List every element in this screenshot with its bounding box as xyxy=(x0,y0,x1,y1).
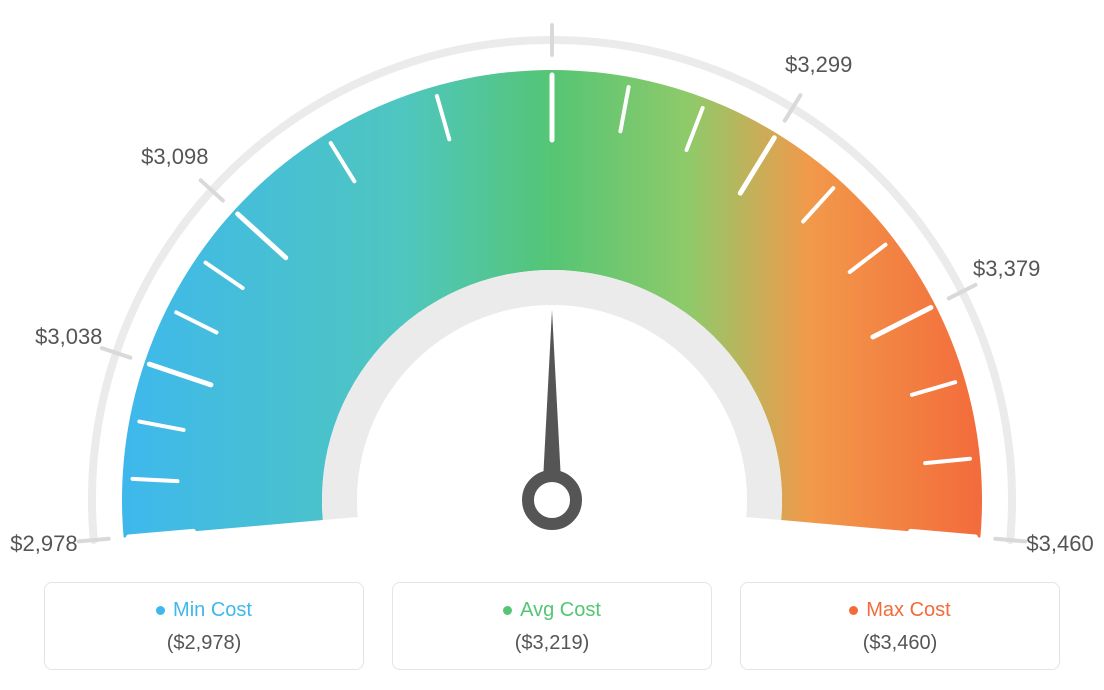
legend-value-avg: ($3,219) xyxy=(393,632,711,655)
gauge-area: $2,978 $3,038 $3,098 $3,219 $3,299 $3,379 $3,4… xyxy=(0,0,1104,560)
legend-dot-max xyxy=(849,606,858,615)
legend-value-min: ($2,978) xyxy=(45,632,363,655)
legend-card-max: Max Cost ($3,460) xyxy=(740,582,1060,670)
legend-card-avg: Avg Cost ($3,219) xyxy=(392,582,712,670)
legend-title-max: Max Cost xyxy=(849,599,950,622)
tick-label: $3,299 xyxy=(785,52,852,78)
legend-label-max: Max Cost xyxy=(866,599,950,622)
legend-dot-avg xyxy=(503,606,512,615)
tick-label: $3,038 xyxy=(35,324,102,350)
gauge-svg xyxy=(0,0,1104,560)
legend-label-avg: Avg Cost xyxy=(520,599,601,622)
tick-label: $3,379 xyxy=(973,256,1040,282)
tick-label: $3,460 xyxy=(1026,531,1093,557)
legend-row: Min Cost ($2,978) Avg Cost ($3,219) Max … xyxy=(0,582,1104,670)
tick-label: $3,098 xyxy=(141,144,208,170)
legend-label-min: Min Cost xyxy=(173,599,252,622)
tick-label: $3,219 xyxy=(518,0,585,3)
legend-dot-min xyxy=(156,606,165,615)
legend-value-max: ($3,460) xyxy=(741,632,1059,655)
legend-title-min: Min Cost xyxy=(156,599,252,622)
legend-card-min: Min Cost ($2,978) xyxy=(44,582,364,670)
chart-container: $2,978 $3,038 $3,098 $3,219 $3,299 $3,379 $3,4… xyxy=(0,0,1104,690)
legend-title-avg: Avg Cost xyxy=(503,599,601,622)
tick-label: $2,978 xyxy=(10,531,77,557)
